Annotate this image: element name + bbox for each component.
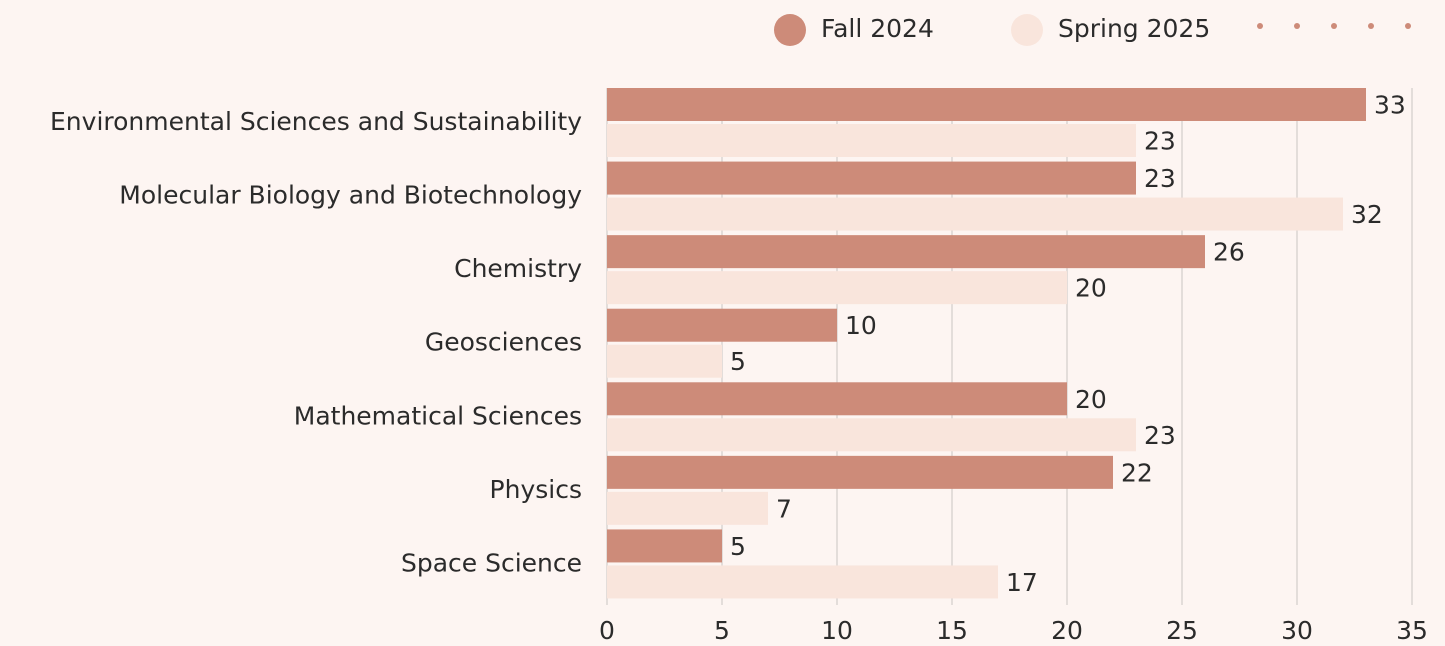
legend-swatch [774,14,806,46]
legend-label: Spring 2025 [1058,14,1210,43]
data-label: 23 [1144,127,1176,156]
bar [607,418,1136,452]
data-label: 33 [1374,91,1406,120]
bar [607,529,722,563]
bar [607,344,722,378]
bar [607,124,1136,157]
data-label: 20 [1075,385,1107,414]
y-tick-label: Molecular Biology and Biotechnology [119,181,582,210]
bar [607,197,1343,231]
y-tick-label: Mathematical Sciences [294,401,582,430]
x-tick-label: 5 [714,616,730,645]
data-label: 23 [1144,164,1176,193]
bar [607,565,998,599]
x-tick-label: 20 [1051,616,1083,645]
data-label: 7 [776,494,792,523]
bar [607,235,1205,269]
bar [607,382,1067,416]
bar [607,455,1113,489]
x-tick-label: 0 [599,616,615,645]
x-tick-label: 10 [821,616,853,645]
legend-swatch [1011,14,1043,46]
x-tick-label: 15 [936,616,968,645]
y-tick-label: Physics [490,475,582,504]
x-tick-label: 35 [1396,616,1428,645]
data-label: 32 [1351,200,1383,229]
y-tick-label: Space Science [401,548,582,577]
x-tick-label: 30 [1281,616,1313,645]
bar [607,308,837,342]
data-label: 23 [1144,421,1176,450]
x-tick-label: 25 [1166,616,1198,645]
bar [607,271,1067,305]
bar [607,88,1366,121]
data-label: 5 [730,532,746,561]
legend-label: Fall 2024 [821,14,934,43]
bar [607,491,768,525]
bar [607,161,1136,195]
y-tick-label: Geosciences [425,328,582,357]
data-label: 22 [1121,458,1153,487]
data-label: 20 [1075,274,1107,303]
y-tick-label: Environmental Sciences and Sustainabilit… [50,107,582,136]
y-tick-label: Chemistry [454,254,582,283]
legend-decoration [1257,23,1411,29]
data-label: 26 [1213,238,1245,267]
data-label: 10 [845,311,877,340]
data-label: 17 [1006,568,1038,597]
data-label: 5 [730,347,746,376]
